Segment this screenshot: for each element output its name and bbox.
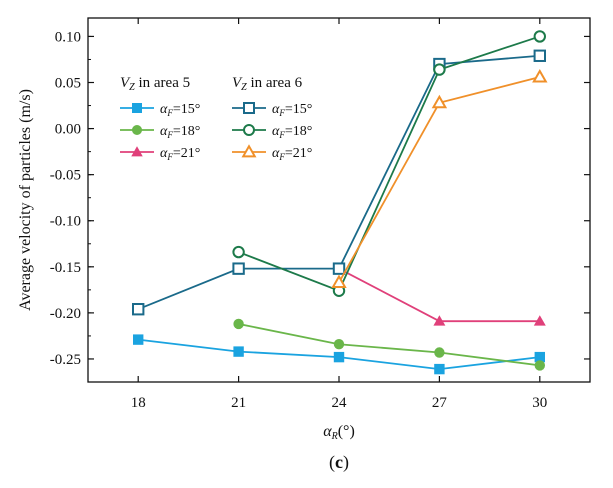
data-point: [333, 351, 345, 363]
series-line: [238, 35, 541, 292]
x-tick-label: 24: [332, 395, 348, 411]
legend-group-title: VZ in area 5: [120, 75, 190, 93]
x-tick-label: 27: [432, 395, 448, 411]
data-point: [533, 315, 546, 326]
legend-marker: [243, 124, 255, 136]
y-tick-label: 0.05: [55, 76, 81, 92]
data-point: [232, 245, 245, 259]
legend-marker: [241, 144, 257, 158]
data-point: [132, 303, 145, 316]
y-tick-label: -0.15: [50, 260, 81, 276]
data-point: [332, 262, 346, 275]
series-5: [232, 30, 546, 297]
legend-group-title: VZ in area 6: [232, 75, 303, 93]
data-point: [331, 274, 347, 288]
legend-marker: [243, 102, 255, 114]
axes-layer: 0.10 0.05 0.00 -0.05 -0.10 -0.15 -0.20 -0.25 18 2…: [50, 17, 591, 411]
y-tick-label: -0.10: [50, 214, 81, 230]
series-1: [133, 334, 545, 375]
legend-marker: [131, 146, 143, 157]
legend-marker: [132, 103, 142, 113]
y-tick-label: -0.05: [50, 168, 81, 184]
x-tick-label: 30: [532, 395, 547, 411]
legend-entry: αF=18°: [120, 124, 200, 140]
data-point: [233, 346, 244, 357]
data-point: [434, 363, 445, 375]
legend-entry: αF=15°: [232, 102, 312, 118]
series-4: [132, 49, 546, 316]
y-tick-label: 0.00: [55, 122, 81, 138]
data-point: [533, 30, 546, 43]
legend-label: αF=21°: [160, 146, 200, 162]
data-point: [133, 334, 144, 345]
data-point: [233, 318, 244, 330]
data-point: [534, 360, 545, 371]
data-point: [433, 63, 446, 76]
legend-entry: αF=15°: [120, 102, 200, 118]
figure-caption: (c): [329, 452, 349, 473]
plot-frame: [87, 17, 591, 383]
legend-entry: αF=18°: [232, 124, 312, 140]
y-axis-title: Average velocity of particles (m/s): [17, 89, 34, 311]
legend-label: αF=15°: [160, 102, 200, 118]
legend-label: αF=15°: [272, 102, 312, 118]
x-axis-title: αR(°): [323, 423, 355, 442]
legend-entry: αF=21°: [232, 144, 312, 162]
x-tick-label: 21: [231, 395, 246, 411]
legend-marker: [132, 125, 142, 135]
series-2: [233, 318, 545, 371]
x-tick-label: 18: [131, 395, 146, 411]
data-point: [534, 351, 545, 363]
data-point: [333, 339, 345, 350]
series-line: [238, 323, 540, 367]
series-3: [333, 262, 546, 326]
y-tick-label: -0.25: [50, 352, 81, 368]
data-point: [232, 262, 245, 275]
y-tick-label: -0.20: [50, 306, 81, 322]
data-point: [433, 315, 446, 326]
legend-label: αF=18°: [160, 124, 200, 140]
legend-label: αF=21°: [272, 146, 312, 162]
legend-entry: αF=21°: [120, 146, 200, 162]
data-point: [532, 68, 548, 83]
data-point: [434, 347, 445, 358]
legend-label: αF=18°: [272, 124, 312, 140]
series-6: [331, 68, 548, 288]
series-line: [338, 267, 540, 323]
legend: VZ in area 5 VZ in area 6 αF=15° αF=18° αF=2…: [120, 75, 312, 162]
data-point: [431, 94, 448, 109]
series-layer: [132, 30, 548, 375]
data-point: [533, 49, 546, 62]
y-tick-label: 0.10: [55, 29, 81, 45]
